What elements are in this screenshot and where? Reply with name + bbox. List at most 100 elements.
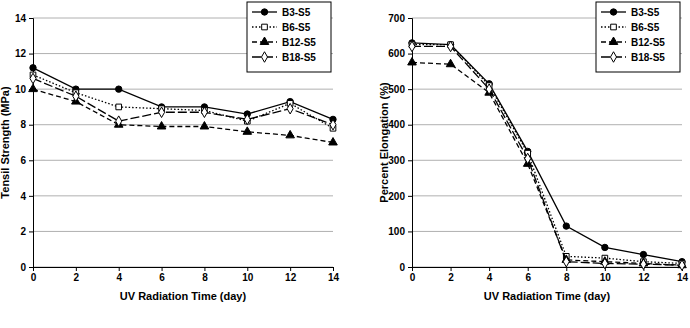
tick-mark bbox=[290, 267, 291, 271]
grid-line bbox=[33, 195, 333, 196]
tick-label: 0 bbox=[410, 272, 416, 283]
marker bbox=[525, 153, 531, 164]
tick-label: 10 bbox=[15, 84, 27, 95]
tick: 8 bbox=[564, 267, 570, 283]
tick: 2 bbox=[448, 267, 454, 283]
series-line bbox=[33, 78, 333, 124]
grid-line bbox=[412, 195, 682, 196]
tick: 200 bbox=[388, 191, 412, 202]
tick-label: 500 bbox=[388, 84, 405, 95]
tick-mark bbox=[119, 267, 120, 271]
tick: 14 bbox=[328, 267, 340, 283]
tick-mark bbox=[528, 267, 529, 271]
tick-mark bbox=[408, 231, 412, 232]
tick: 0 bbox=[399, 262, 412, 273]
legend: B3-S5B6-S5B12-S5B18-S5 bbox=[596, 2, 680, 72]
legend-marker bbox=[610, 52, 616, 63]
legend-marker bbox=[610, 9, 616, 15]
x-axis: 02468101214 bbox=[31, 267, 340, 283]
plot-area bbox=[29, 65, 338, 145]
tick: 0 bbox=[20, 262, 33, 273]
chart: 0246810121402468101214UV Radiation Time … bbox=[0, 2, 339, 302]
series-line bbox=[412, 45, 682, 264]
grid-line bbox=[412, 124, 682, 125]
legend-item: B3-S5 bbox=[252, 7, 311, 18]
marker bbox=[446, 59, 455, 66]
marker bbox=[73, 91, 79, 102]
tick: 700 bbox=[388, 13, 412, 24]
legend-marker bbox=[261, 9, 267, 15]
legend-item: B12-S5 bbox=[601, 37, 665, 48]
tick-label: 8 bbox=[202, 272, 208, 283]
tick: 400 bbox=[388, 119, 412, 130]
legend-marker bbox=[609, 37, 618, 44]
tick-label: 12 bbox=[15, 48, 27, 59]
tick-label: 4 bbox=[487, 272, 493, 283]
marker bbox=[30, 65, 36, 71]
tick-mark bbox=[408, 160, 412, 161]
tick-mark bbox=[29, 18, 33, 19]
tick-mark bbox=[29, 125, 33, 126]
marker bbox=[157, 122, 166, 129]
tick: 6 bbox=[159, 267, 165, 283]
grid bbox=[412, 18, 682, 267]
marker bbox=[409, 41, 415, 52]
legend-label: B12-S5 bbox=[282, 37, 316, 48]
tick-label: 200 bbox=[388, 191, 405, 202]
tick: 0 bbox=[410, 267, 416, 283]
tick-label: 14 bbox=[328, 272, 340, 283]
grid-line bbox=[412, 231, 682, 232]
axis-line bbox=[34, 268, 334, 272]
tick-label: 10 bbox=[242, 272, 254, 283]
series-line bbox=[412, 62, 682, 265]
marker bbox=[640, 251, 646, 257]
tick: 4 bbox=[487, 267, 493, 283]
marker bbox=[602, 258, 608, 269]
tick-label: 2 bbox=[74, 272, 80, 283]
chart: 024681012140100200300400500600700UV Radi… bbox=[378, 2, 688, 302]
tick-mark bbox=[408, 89, 412, 90]
legend-label: B3-S5 bbox=[282, 7, 311, 18]
tick: 14 bbox=[15, 13, 33, 24]
marker bbox=[602, 244, 608, 250]
tick: 2 bbox=[74, 267, 80, 283]
plot-area bbox=[408, 40, 687, 271]
tick-label: 2 bbox=[20, 226, 26, 237]
tick: 8 bbox=[20, 119, 33, 130]
tick-label: 0 bbox=[399, 262, 405, 273]
tick: 600 bbox=[388, 48, 412, 59]
tick-label: 600 bbox=[388, 48, 405, 59]
figure: 0246810121402468101214UV Radiation Time … bbox=[0, 0, 690, 328]
x-axis: 02468101214 bbox=[410, 267, 689, 283]
tick-label: 8 bbox=[564, 272, 570, 283]
tick-mark bbox=[76, 267, 77, 271]
tick-label: 12 bbox=[285, 272, 297, 283]
grid-line bbox=[33, 124, 333, 125]
legend-label: B12-S5 bbox=[631, 37, 665, 48]
axis-line bbox=[413, 268, 683, 272]
tick-label: 2 bbox=[448, 272, 454, 283]
series-line bbox=[412, 46, 682, 265]
tick-mark bbox=[408, 18, 412, 19]
grid-line bbox=[412, 160, 682, 161]
tick: 500 bbox=[388, 84, 412, 95]
marker bbox=[201, 107, 207, 118]
tick-mark bbox=[29, 267, 33, 268]
marker bbox=[486, 84, 492, 95]
tick: 2 bbox=[20, 226, 33, 237]
tick-mark bbox=[29, 196, 33, 197]
grid-line bbox=[412, 89, 682, 90]
tick: 12 bbox=[15, 48, 33, 59]
marker bbox=[563, 256, 569, 267]
marker bbox=[244, 114, 250, 125]
y-axis-title: Tensil Strength (MPa) bbox=[0, 86, 11, 199]
series-line bbox=[412, 43, 682, 262]
legend-box bbox=[247, 2, 331, 72]
legend-item: B18-S5 bbox=[601, 52, 665, 63]
tick-label: 14 bbox=[15, 13, 27, 24]
series-line bbox=[33, 75, 333, 128]
tick-mark bbox=[204, 267, 205, 271]
tick-label: 14 bbox=[677, 272, 689, 283]
tick-mark bbox=[29, 54, 33, 55]
tick-mark bbox=[408, 267, 412, 268]
